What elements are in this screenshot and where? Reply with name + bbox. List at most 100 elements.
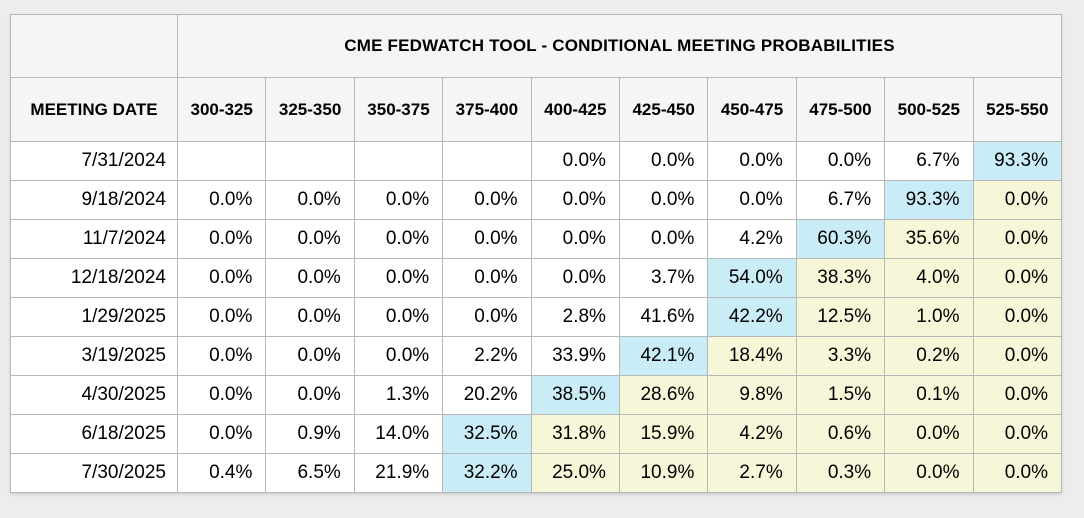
meeting-date-cell: 9/18/2024: [10, 180, 178, 220]
probability-cell-yellow: 0.2%: [884, 336, 974, 376]
rate-range-header: 325-350: [265, 77, 355, 142]
probability-cell-yellow: 1.0%: [884, 297, 974, 337]
probability-cell-yellow: 28.6%: [618, 375, 709, 415]
probability-cell: 0.0%: [707, 180, 797, 220]
probability-cell-yellow: 12.5%: [795, 297, 886, 337]
rate-range-header: 450-475: [707, 77, 797, 142]
table-title: CME FEDWATCH TOOL - CONDITIONAL MEETING …: [177, 14, 1062, 78]
meeting-date-cell: 6/18/2025: [10, 414, 178, 454]
probability-cell: 0.0%: [176, 258, 267, 298]
probability-cell: 41.6%: [618, 297, 709, 337]
rate-range-header: 425-450: [618, 77, 709, 142]
probability-cell: 0.0%: [265, 180, 355, 220]
table-row: 3/19/2025 0.0% 0.0% 0.0% 2.2% 33.9% 42.1% 18.4%…: [10, 336, 1063, 376]
probability-cell-blue: 60.3%: [795, 219, 886, 259]
probability-cell: 0.4%: [176, 453, 267, 493]
column-header-row: MEETING DATE 300-325 325-350 350-375 375-40…: [10, 77, 1063, 142]
probability-cell: 20.2%: [442, 375, 532, 415]
rate-range-header: 500-525: [884, 77, 974, 142]
probability-cell: 0.0%: [176, 297, 267, 337]
probability-cell: 0.0%: [530, 258, 620, 298]
probability-cell: 0.0%: [265, 375, 355, 415]
probability-cell: 0.0%: [707, 141, 797, 181]
probability-cell: 6.5%: [265, 453, 355, 493]
probability-cell-yellow: 0.1%: [884, 375, 974, 415]
probability-cell: 0.0%: [353, 258, 444, 298]
rate-range-header: 525-550: [972, 77, 1063, 142]
table-row: 9/18/2024 0.0% 0.0% 0.0% 0.0% 0.0% 0.0% 0.0% 6.7…: [10, 180, 1063, 220]
probability-cell-yellow: 0.0%: [972, 453, 1063, 493]
probability-cell-yellow: 1.5%: [795, 375, 886, 415]
table-body: 7/31/2024 0.0% 0.0% 0.0% 0.0% 6.7% 93.3% 9/18/2…: [10, 141, 1063, 493]
probability-cell-yellow: 0.0%: [884, 414, 974, 454]
probability-cell-yellow: 0.0%: [972, 180, 1063, 220]
probability-cell-yellow: 3.3%: [795, 336, 886, 376]
probability-cell-yellow: 38.3%: [795, 258, 886, 298]
probability-cell: 0.0%: [353, 180, 444, 220]
probability-cell: 0.9%: [265, 414, 355, 454]
probability-cell-yellow: 0.0%: [972, 414, 1063, 454]
probability-cell: 3.7%: [618, 258, 709, 298]
probability-cell-yellow: 0.0%: [884, 453, 974, 493]
probability-cell: 0.0%: [530, 219, 620, 259]
probability-cell-yellow: 0.0%: [972, 336, 1063, 376]
probability-cell-blue: 93.3%: [972, 141, 1063, 181]
probability-cell: 0.0%: [176, 375, 267, 415]
probability-cell: 0.0%: [176, 219, 267, 259]
probability-cell: [265, 141, 355, 181]
probability-cell: 0.0%: [530, 141, 620, 181]
meeting-date-cell: 12/18/2024: [10, 258, 178, 298]
meeting-date-cell: 7/31/2024: [10, 141, 178, 181]
probability-cell: 0.0%: [442, 219, 532, 259]
probability-cell: 0.0%: [442, 180, 532, 220]
probability-cell: 0.0%: [176, 414, 267, 454]
probability-cell-yellow: 0.3%: [795, 453, 886, 493]
probability-cell: 14.0%: [353, 414, 444, 454]
probability-cell-blue: 32.2%: [442, 453, 532, 493]
probability-cell: 0.0%: [265, 336, 355, 376]
probability-cell-blue: 32.5%: [442, 414, 532, 454]
table-row: 1/29/2025 0.0% 0.0% 0.0% 0.0% 2.8% 41.6% 42.2% 1…: [10, 297, 1063, 337]
fedwatch-table-card: CME FEDWATCH TOOL - CONDITIONAL MEETING …: [10, 14, 1063, 493]
probability-cell: 0.0%: [618, 180, 709, 220]
title-row: CME FEDWATCH TOOL - CONDITIONAL MEETING …: [10, 14, 1062, 78]
probability-cell-yellow: 18.4%: [707, 336, 797, 376]
rate-range-header: 400-425: [530, 77, 620, 142]
meeting-date-cell: 3/19/2025: [10, 336, 178, 376]
probability-cell-yellow: 25.0%: [530, 453, 620, 493]
table-row: 12/18/2024 0.0% 0.0% 0.0% 0.0% 0.0% 3.7% 54.0% 3…: [10, 258, 1063, 298]
probability-cell-yellow: 4.2%: [707, 414, 797, 454]
meeting-date-cell: 7/30/2025: [10, 453, 178, 493]
rate-range-header: 375-400: [442, 77, 532, 142]
probability-cell: 6.7%: [884, 141, 974, 181]
probability-cell-yellow: 9.8%: [707, 375, 797, 415]
probability-cell-yellow: 0.0%: [972, 219, 1063, 259]
probability-cell: 6.7%: [795, 180, 886, 220]
probability-cell: 0.0%: [353, 219, 444, 259]
rate-range-header: 350-375: [353, 77, 444, 142]
corner-cell: [10, 14, 178, 78]
probability-cell: 0.0%: [795, 141, 886, 181]
probability-cell-yellow: 2.7%: [707, 453, 797, 493]
probability-cell: 2.8%: [530, 297, 620, 337]
probability-cell: 33.9%: [530, 336, 620, 376]
probability-cell-yellow: 0.0%: [972, 258, 1063, 298]
probability-cell: 0.0%: [442, 297, 532, 337]
probability-cell: 4.2%: [707, 219, 797, 259]
probability-cell: 0.0%: [353, 336, 444, 376]
meeting-date-header: MEETING DATE: [10, 77, 178, 142]
fedwatch-probabilities-table: CME FEDWATCH TOOL - CONDITIONAL MEETING …: [10, 14, 1063, 493]
probability-cell-blue: 54.0%: [707, 258, 797, 298]
probability-cell: 0.0%: [618, 219, 709, 259]
meeting-date-cell: 11/7/2024: [10, 219, 178, 259]
probability-cell: 0.0%: [176, 180, 267, 220]
probability-cell: [353, 141, 444, 181]
probability-cell-yellow: 31.8%: [530, 414, 620, 454]
probability-cell: 2.2%: [442, 336, 532, 376]
table-row: 4/30/2025 0.0% 0.0% 1.3% 20.2% 38.5% 28.6% 9.8%…: [10, 375, 1063, 415]
probability-cell-yellow: 0.0%: [972, 375, 1063, 415]
meeting-date-cell: 4/30/2025: [10, 375, 178, 415]
probability-cell-blue: 42.2%: [707, 297, 797, 337]
table-row: 7/31/2024 0.0% 0.0% 0.0% 0.0% 6.7% 93.3%: [10, 141, 1063, 181]
probability-cell: 0.0%: [442, 258, 532, 298]
